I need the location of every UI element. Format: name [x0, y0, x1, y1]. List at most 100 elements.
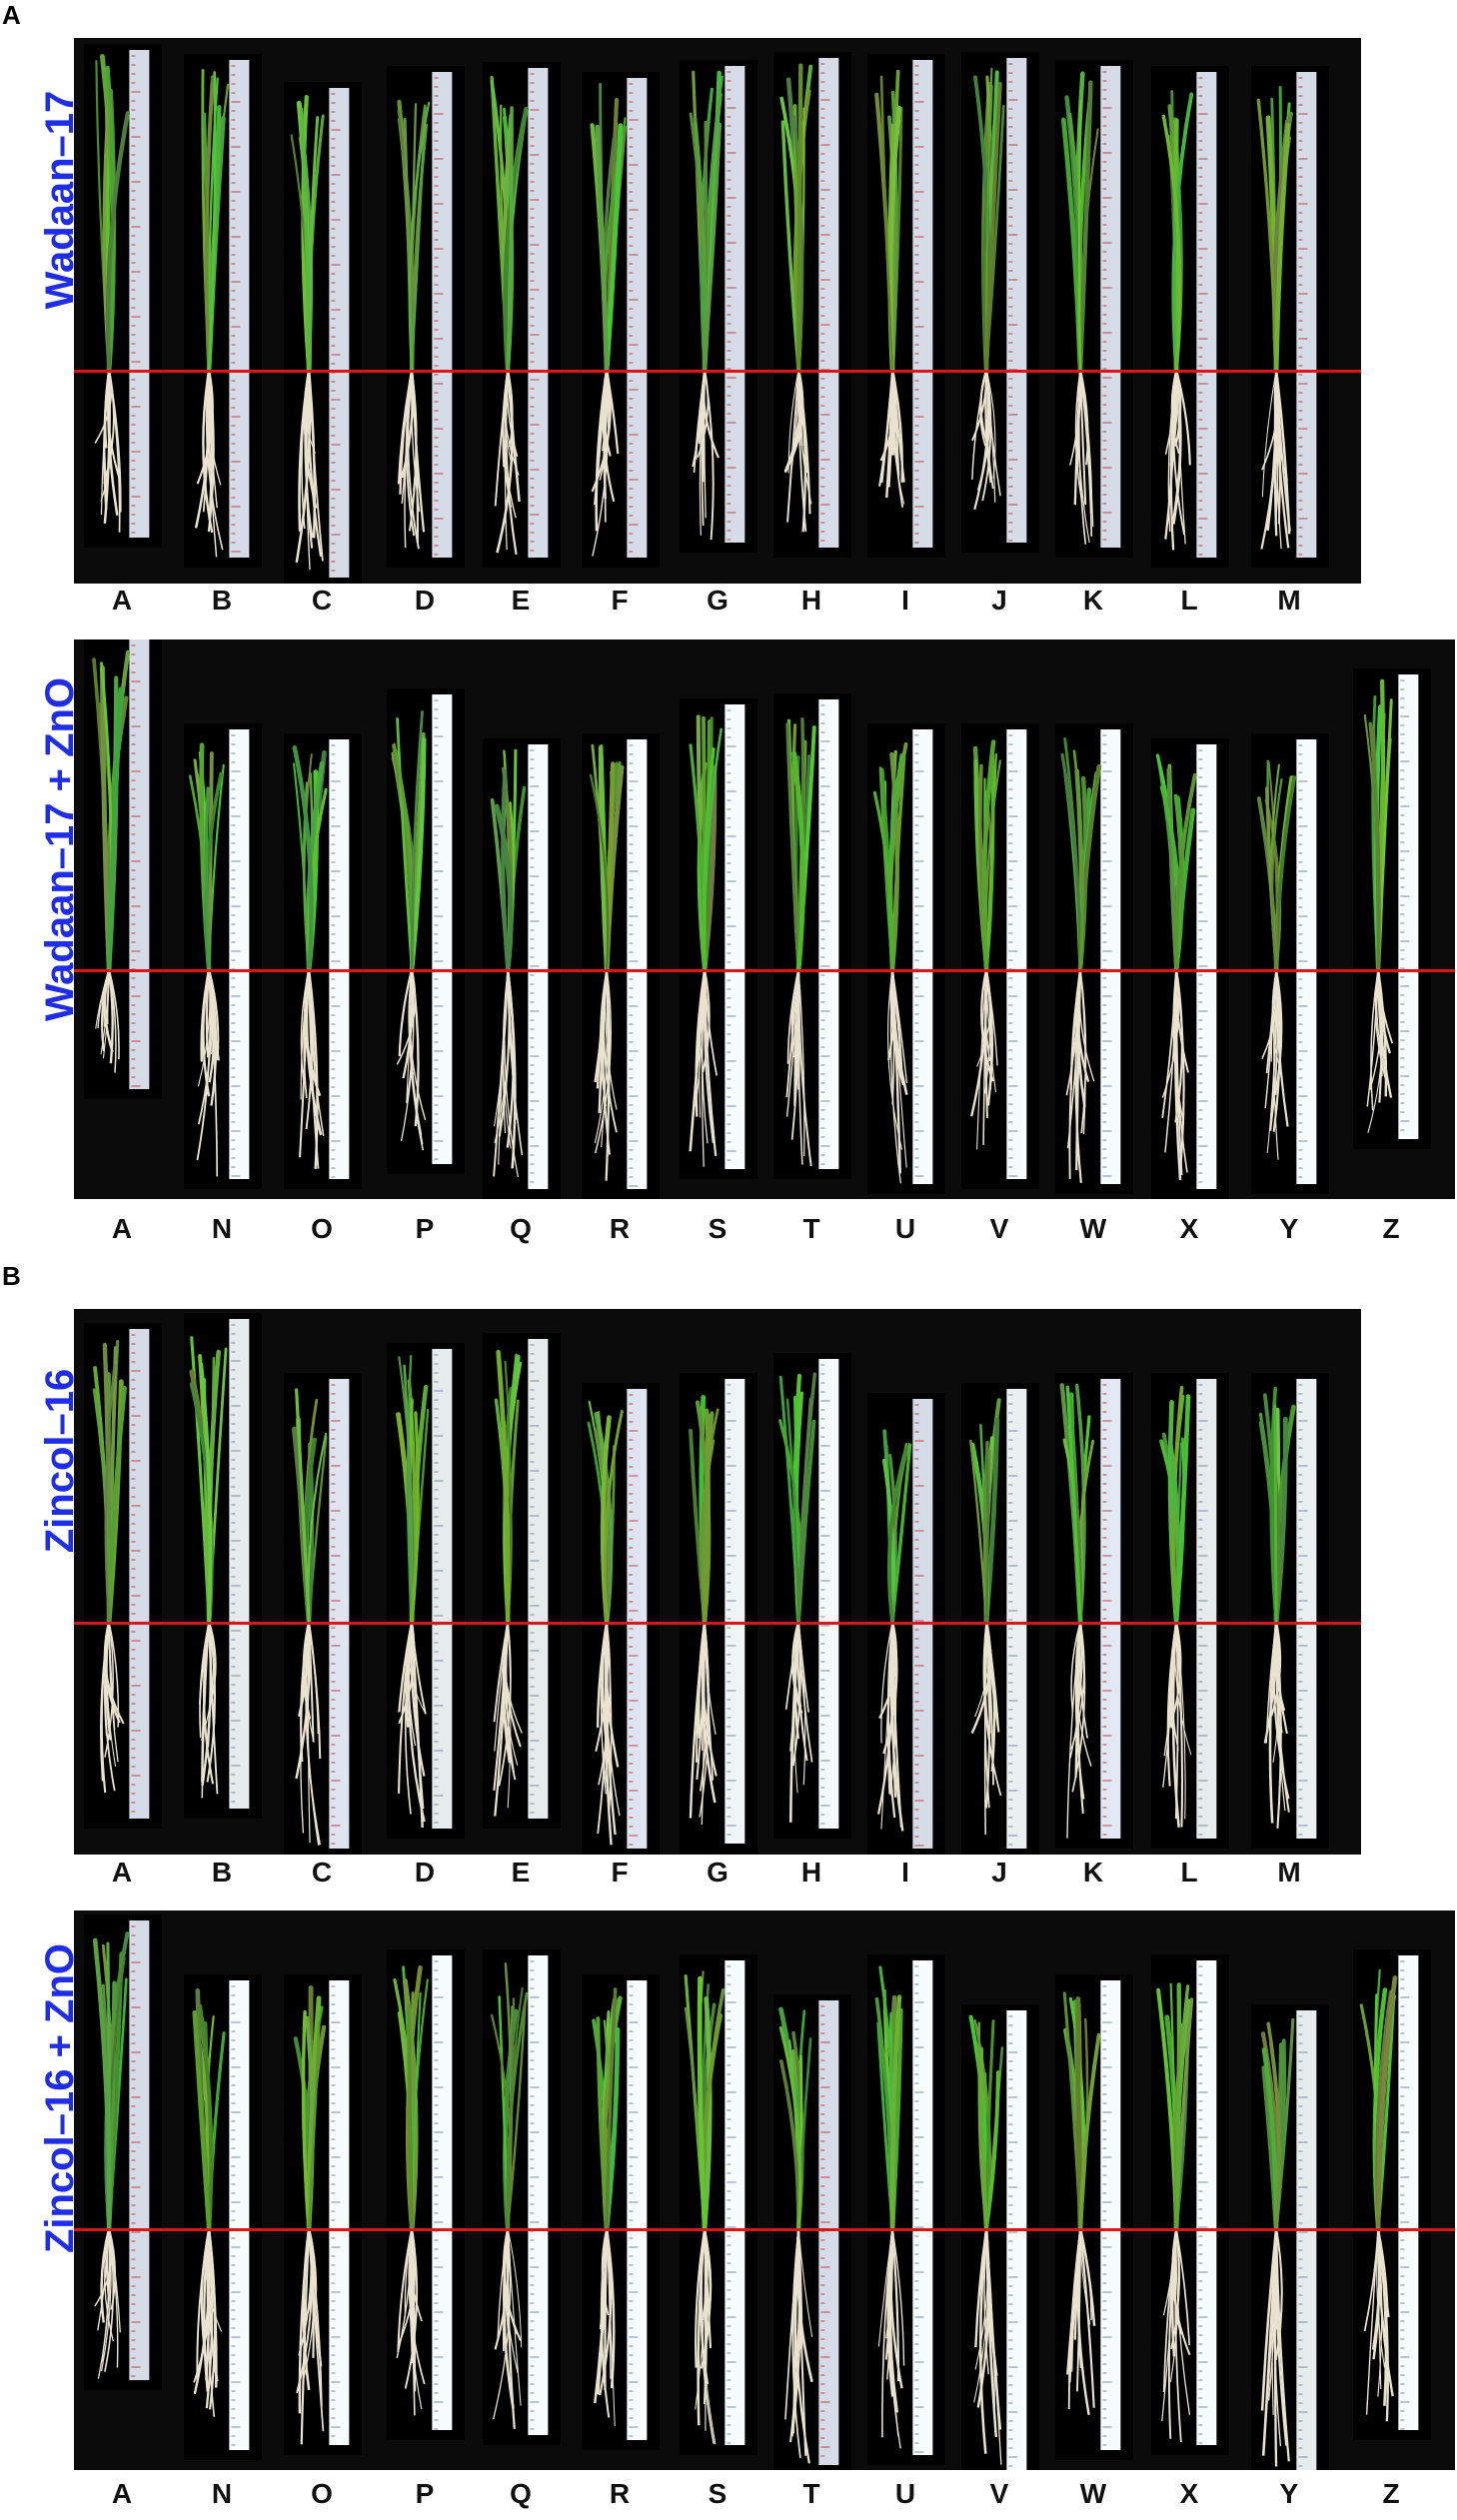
column-label: M	[1277, 585, 1301, 616]
reference-line	[74, 1622, 1361, 1625]
plant-photo	[284, 82, 362, 584]
plant-photo	[1055, 60, 1133, 558]
column-label: N	[211, 1213, 233, 1244]
plant-specimen	[176, 1910, 268, 2470]
plant-photo	[184, 54, 262, 568]
plant-specimen	[574, 639, 666, 1199]
plant-specimen	[574, 1910, 666, 2470]
plant-photo	[1353, 1949, 1431, 2440]
plant-photo	[680, 1954, 757, 2455]
plant-specimen	[475, 639, 567, 1199]
plant-specimen	[379, 38, 471, 584]
plant-photo	[184, 1313, 262, 1819]
column-label: R	[609, 1213, 631, 1244]
column-label: A	[111, 585, 133, 616]
column-label: H	[800, 1857, 822, 1888]
plant-photo	[867, 1954, 945, 2465]
plant-photo	[1151, 66, 1229, 568]
plant-specimen	[379, 1910, 471, 2470]
plant-specimen	[953, 1309, 1045, 1855]
plant-photo	[680, 698, 757, 1179]
plant-specimen	[1143, 1309, 1235, 1855]
plant-specimen	[1243, 1910, 1335, 2470]
plant-specimen	[1345, 1910, 1437, 2470]
column-label: A	[111, 1857, 133, 1888]
plant-photo	[867, 1393, 945, 1855]
plant-specimen	[1047, 639, 1139, 1199]
column-label: O	[311, 1213, 333, 1244]
column-label: P	[415, 1213, 435, 1244]
plant-specimen	[574, 38, 666, 584]
plant-photo	[387, 1949, 465, 2440]
plant-photo	[84, 44, 162, 548]
column-label: L	[1180, 1857, 1198, 1888]
plant-photo	[483, 738, 561, 1199]
column-label: S	[708, 2478, 728, 2509]
plant-specimen	[765, 1309, 857, 1855]
plant-specimen	[672, 38, 763, 584]
plant-specimen	[574, 1309, 666, 1855]
column-label: F	[611, 1857, 629, 1888]
plant-specimen	[765, 38, 857, 584]
column-label: J	[991, 585, 1007, 616]
plant-specimen	[1047, 38, 1139, 584]
plant-specimen	[953, 1910, 1045, 2470]
column-label: H	[800, 585, 822, 616]
column-label: W	[1079, 1213, 1107, 1244]
plant-photo	[84, 1914, 162, 2390]
plant-specimen	[1143, 38, 1235, 584]
plant-specimen	[76, 1309, 168, 1855]
plant-specimen	[859, 639, 951, 1199]
plant-photo	[184, 723, 262, 1189]
plant-specimen	[379, 1309, 471, 1855]
column-label: F	[611, 585, 629, 616]
plant-specimen	[176, 1309, 268, 1855]
reference-line	[74, 969, 1455, 972]
column-label: X	[1179, 1213, 1199, 1244]
column-label: D	[414, 1857, 436, 1888]
plant-specimen	[76, 38, 168, 584]
plant-specimen	[276, 1309, 368, 1855]
plant-photo	[773, 1353, 851, 1839]
column-label: W	[1079, 2478, 1107, 2509]
column-label: Z	[1382, 1213, 1400, 1244]
column-label: E	[511, 585, 531, 616]
column-label: M	[1277, 1857, 1301, 1888]
plant-photo	[1251, 2004, 1329, 2470]
column-label: Q	[510, 1213, 532, 1244]
plant-photo	[483, 1949, 561, 2445]
section-b-letter: B	[2, 1261, 21, 1291]
reference-line	[74, 370, 1361, 373]
column-label: Y	[1279, 2478, 1299, 2509]
plant-photo	[1055, 723, 1133, 1194]
plant-photo	[773, 693, 851, 1179]
column-label: D	[414, 585, 436, 616]
plant-specimen	[953, 639, 1045, 1199]
column-label: E	[511, 1857, 531, 1888]
panel-4-photo	[74, 1910, 1455, 2470]
column-label: G	[707, 1857, 728, 1888]
plant-specimen	[672, 639, 763, 1199]
plant-specimen	[859, 1910, 951, 2470]
reference-line	[74, 2228, 1455, 2231]
column-label: K	[1082, 1857, 1104, 1888]
plant-photo	[284, 733, 362, 1189]
column-label: V	[989, 1213, 1009, 1244]
column-label: U	[894, 2478, 916, 2509]
plant-photo	[1151, 1373, 1229, 1849]
plant-photo	[1055, 1373, 1133, 1849]
column-label: I	[901, 1857, 909, 1888]
panel-3-labels: A B C D E F G H I J K L M	[0, 1857, 1457, 1896]
plant-specimen	[176, 38, 268, 584]
plant-photo	[582, 733, 660, 1199]
plant-specimen	[1243, 38, 1335, 584]
plant-specimen	[953, 38, 1045, 584]
plant-photo	[1251, 66, 1329, 568]
column-label: N	[211, 2478, 233, 2509]
panel-3-photo	[74, 1309, 1361, 1855]
panel-2-photo	[74, 639, 1455, 1199]
plant-photo	[387, 66, 465, 568]
plant-photo	[1251, 1373, 1329, 1849]
plant-specimen	[859, 38, 951, 584]
